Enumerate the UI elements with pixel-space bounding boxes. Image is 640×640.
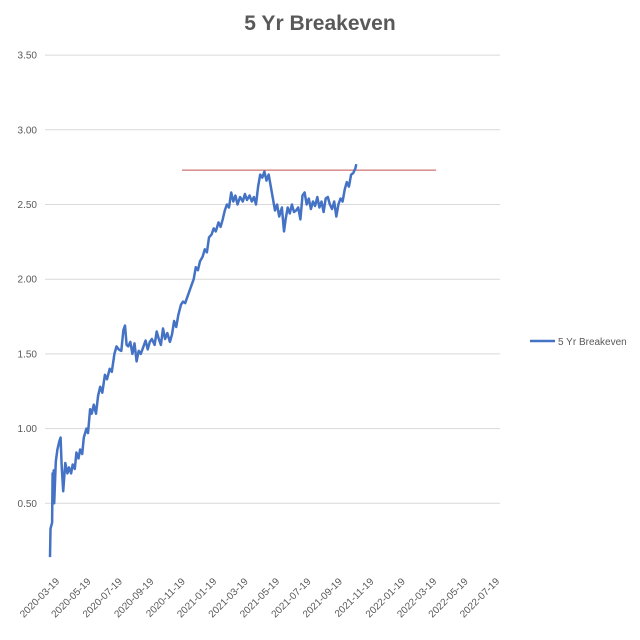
legend-label: 5 Yr Breakeven — [558, 337, 627, 348]
gridlines — [45, 54, 500, 504]
y-tick-label: 3.00 — [18, 125, 38, 136]
legend: 5 Yr Breakeven — [530, 337, 627, 348]
y-tick-label: 1.00 — [18, 424, 38, 435]
y-tick-label: 1.50 — [18, 349, 38, 360]
x-axis-ticks: 2020-03-192020-05-192020-07-192020-09-19… — [18, 576, 502, 620]
chart-title: 5 Yr Breakeven — [244, 12, 396, 35]
y-tick-label: 0.50 — [18, 499, 38, 510]
y-tick-label: 3.50 — [18, 51, 38, 62]
y-tick-label: 2.50 — [18, 200, 38, 211]
y-tick-label: 2.00 — [18, 275, 38, 286]
series-line-5yr-breakeven — [48, 163, 358, 558]
y-axis-ticks: 3.50 3.00 2.50 2.00 1.50 1.00 0.50 — [18, 51, 38, 510]
